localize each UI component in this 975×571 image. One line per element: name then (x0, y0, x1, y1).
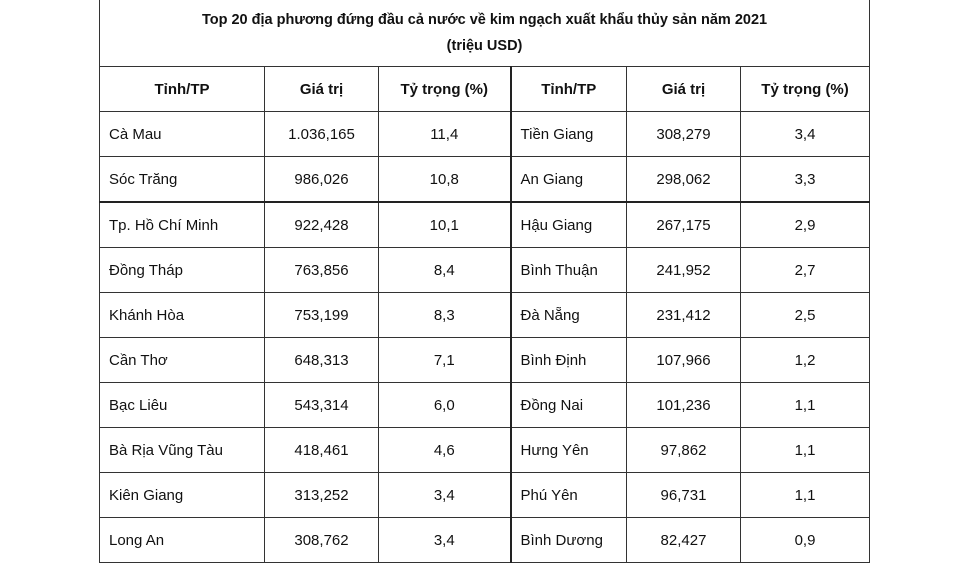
province-cell: Long An (99, 517, 265, 563)
table-row: Đồng Tháp 763,856 8,4 Bình Thuận 241,952 2,7 (99, 247, 871, 293)
province-cell: Bạc Liêu (99, 382, 265, 428)
province-cell: Hưng Yên (509, 427, 627, 473)
province-cell: Bình Dương (509, 517, 627, 563)
value-cell: 82,427 (626, 517, 741, 563)
column-header: Giá trị (626, 66, 741, 112)
value-cell: 10,1 (378, 201, 511, 248)
province-cell: Kiên Giang (99, 472, 265, 518)
province-cell: Đồng Tháp (99, 247, 265, 293)
table-row: Bà Rịa Vũng Tàu 418,461 4,6 Hưng Yên 97,862 1… (99, 427, 871, 473)
value-cell: 543,314 (264, 382, 379, 428)
value-cell: 7,1 (378, 337, 511, 383)
value-cell: 986,026 (264, 156, 379, 203)
value-cell: 107,966 (626, 337, 741, 383)
value-cell: 97,862 (626, 427, 741, 473)
value-cell: 241,952 (626, 247, 741, 293)
province-cell: Tiền Giang (509, 111, 627, 157)
value-cell: 1,1 (739, 472, 871, 518)
province-cell: Tp. Hồ Chí Minh (99, 201, 265, 248)
value-cell: 2,5 (739, 292, 871, 338)
column-header: Giá trị (264, 66, 379, 112)
value-cell: 418,461 (264, 427, 379, 473)
title-row: Top 20 địa phương đứng đầu cả nước về ki… (98, 0, 871, 67)
value-cell: 0,9 (739, 517, 871, 563)
table-row: Tp. Hồ Chí Minh 922,428 10,1 Hậu Giang 267,1… (99, 201, 871, 248)
province-cell: Cà Mau (99, 111, 265, 157)
province-cell: Bà Rịa Vũng Tàu (99, 427, 265, 473)
province-cell: Khánh Hòa (99, 292, 265, 338)
value-cell: 3,4 (378, 517, 511, 563)
province-cell: Phú Yên (509, 472, 627, 518)
value-cell: 6,0 (378, 382, 511, 428)
table-row: Bạc Liêu 543,314 6,0 Đồng Nai 101,236 1,1 (99, 382, 871, 428)
value-cell: 231,412 (626, 292, 741, 338)
value-cell: 1,2 (739, 337, 871, 383)
value-cell: 2,9 (739, 201, 871, 248)
value-cell: 922,428 (264, 201, 379, 248)
table-subtitle: (triệu USD) (446, 38, 523, 54)
value-cell: 308,762 (264, 517, 379, 563)
value-cell: 313,252 (264, 472, 379, 518)
table-row: Khánh Hòa 753,199 8,3 Đà Nẵng 231,412 2,5 (99, 292, 871, 338)
table-row: Sóc Trăng 986,026 10,8 An Giang 298,062 3,3 (99, 156, 871, 203)
province-cell: Bình Định (509, 337, 627, 383)
column-header: Tỉnh/TP (99, 66, 265, 112)
table-row: Cà Mau 1.036,165 11,4 Tiền Giang 308,279 3,4 (99, 111, 871, 157)
value-cell: 1,1 (739, 382, 871, 428)
column-header: Tỷ trọng (%) (378, 66, 511, 112)
value-cell: 8,3 (378, 292, 511, 338)
province-cell: Đồng Nai (509, 382, 627, 428)
column-header: Tỷ trọng (%) (739, 66, 871, 112)
value-cell: 4,6 (378, 427, 511, 473)
value-cell: 267,175 (626, 201, 741, 248)
value-cell: 1.036,165 (264, 111, 379, 157)
table-title: Top 20 địa phương đứng đầu cả nước về ki… (201, 12, 768, 28)
value-cell: 3,3 (739, 156, 871, 203)
province-cell: Đà Nẵng (509, 292, 627, 338)
value-cell: 763,856 (264, 247, 379, 293)
value-cell: 10,8 (378, 156, 511, 203)
province-cell: Cần Thơ (99, 337, 265, 383)
value-cell: 96,731 (626, 472, 741, 518)
value-cell: 2,7 (739, 247, 871, 293)
header-row: Tỉnh/TP Giá trị Tỷ trọng (%) Tỉnh/TP Giá trị… (99, 66, 871, 112)
value-cell: 3,4 (378, 472, 511, 518)
value-cell: 11,4 (378, 111, 511, 157)
table-row: Long An 308,762 3,4 Bình Dương 82,427 0,9 (99, 517, 871, 563)
value-cell: 753,199 (264, 292, 379, 338)
value-cell: 1,1 (739, 427, 871, 473)
value-cell: 648,313 (264, 337, 379, 383)
value-cell: 298,062 (626, 156, 741, 203)
value-cell: 308,279 (626, 111, 741, 157)
table-row: Cần Thơ 648,313 7,1 Bình Định 107,966 1,2 (99, 337, 871, 383)
table-row: Kiên Giang 313,252 3,4 Phú Yên 96,731 1,1 (99, 472, 871, 518)
title-cell: Top 20 địa phương đứng đầu cả nước về ki… (98, 0, 871, 67)
value-cell: 8,4 (378, 247, 511, 293)
value-cell: 101,236 (626, 382, 741, 428)
value-cell: 3,4 (739, 111, 871, 157)
column-header: Tỉnh/TP (509, 66, 627, 112)
province-cell: Bình Thuận (509, 247, 627, 293)
province-cell: Hậu Giang (509, 201, 627, 248)
province-cell: Sóc Trăng (99, 156, 265, 203)
province-cell: An Giang (509, 156, 627, 203)
data-table: Top 20 địa phương đứng đầu cả nước về ki… (98, 0, 871, 563)
